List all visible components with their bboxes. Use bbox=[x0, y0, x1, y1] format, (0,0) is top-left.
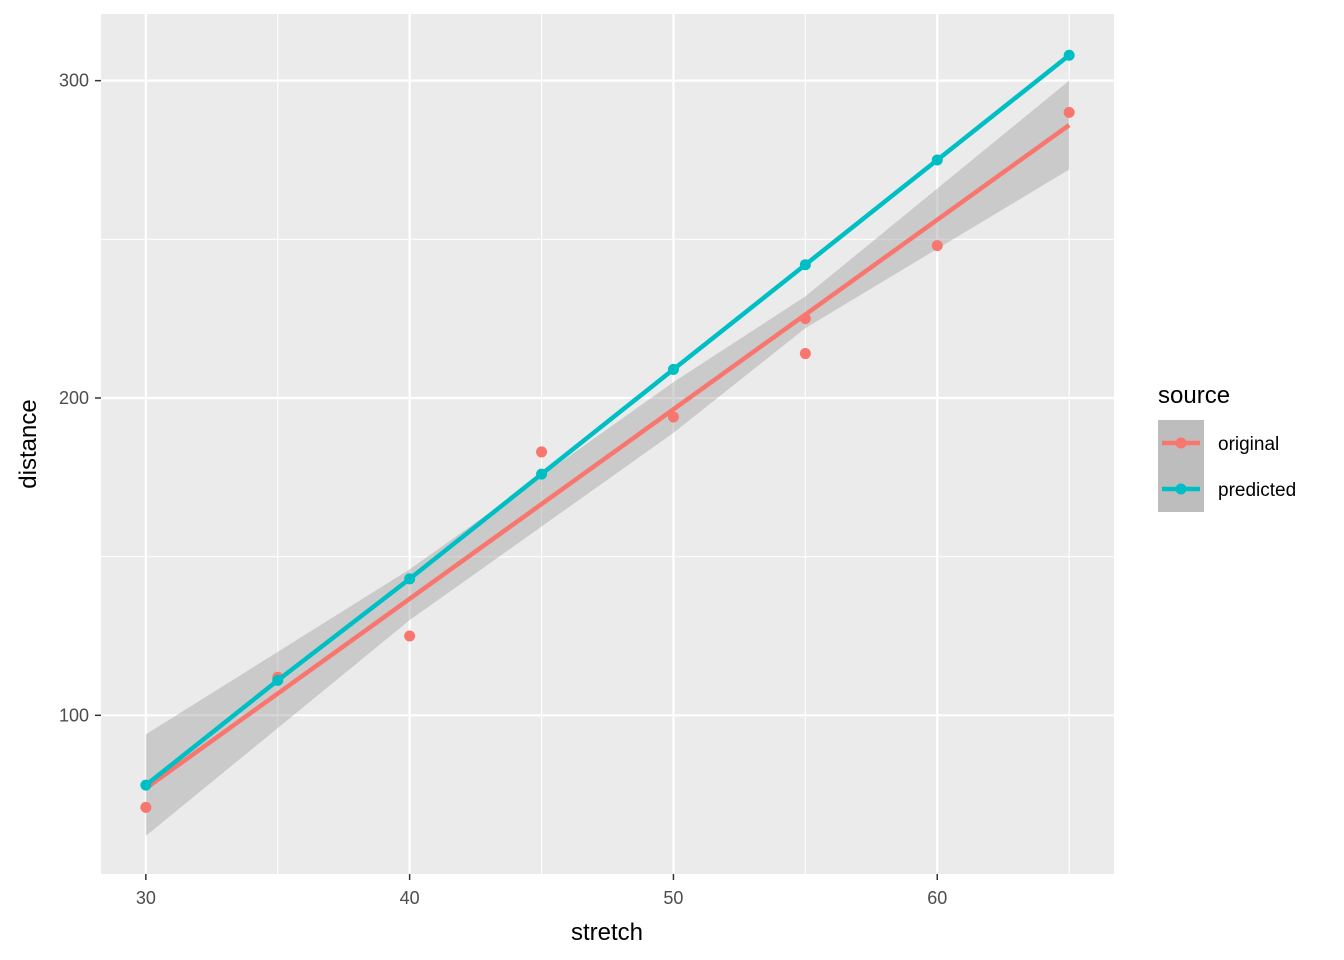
predicted-line bbox=[144, 53, 1071, 787]
legend-keys: original predicted bbox=[1158, 420, 1296, 512]
original-point bbox=[799, 348, 811, 360]
original-point bbox=[140, 801, 152, 813]
y-tick-label: 300 bbox=[59, 71, 89, 91]
legend: source original predicted bbox=[1158, 382, 1296, 512]
predicted-point bbox=[404, 573, 416, 585]
original-point bbox=[404, 630, 416, 642]
x-tick-label: 40 bbox=[400, 888, 420, 908]
lines-layer bbox=[140, 49, 1075, 791]
original-point bbox=[1063, 106, 1075, 118]
predicted-point bbox=[1063, 49, 1075, 61]
predicted-point bbox=[272, 674, 284, 686]
predicted-point bbox=[799, 259, 811, 271]
legend-label: original bbox=[1218, 434, 1279, 455]
minor-gridlines bbox=[101, 14, 1114, 874]
original-point bbox=[667, 411, 679, 423]
original-point bbox=[536, 446, 548, 458]
original-point bbox=[931, 240, 943, 252]
predicted-point bbox=[667, 363, 679, 375]
legend-key-point bbox=[1175, 437, 1187, 449]
y-axis-title: distance bbox=[15, 399, 42, 488]
x-axis-title: stretch bbox=[571, 919, 643, 946]
predicted-point bbox=[931, 154, 943, 166]
legend-title: source bbox=[1158, 382, 1230, 409]
predicted-point bbox=[536, 468, 548, 480]
y-tick-label: 200 bbox=[59, 388, 89, 408]
axis-ticks: 30 40 50 60 100 200 300 bbox=[59, 71, 947, 908]
predicted-point bbox=[140, 779, 152, 791]
legend-key-point bbox=[1175, 483, 1187, 495]
x-tick-label: 50 bbox=[663, 888, 683, 908]
points-layer bbox=[140, 106, 1075, 813]
major-gridlines bbox=[101, 14, 1114, 874]
x-tick-label: 30 bbox=[136, 888, 156, 908]
original-fit-line bbox=[144, 123, 1071, 791]
y-tick-label: 100 bbox=[59, 705, 89, 725]
plot-panel bbox=[101, 14, 1114, 874]
legend-label: predicted bbox=[1218, 480, 1296, 501]
x-tick-label: 60 bbox=[927, 888, 947, 908]
